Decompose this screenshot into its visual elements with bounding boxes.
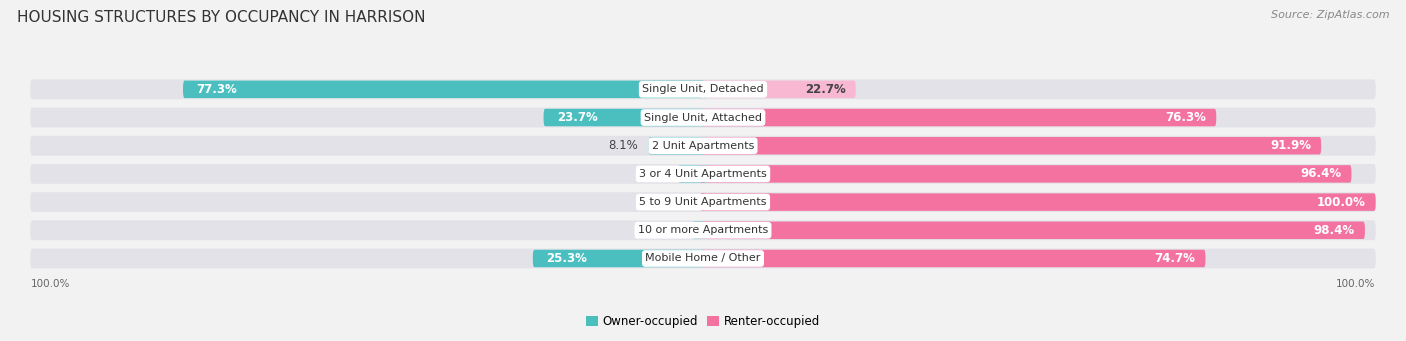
FancyBboxPatch shape	[648, 137, 704, 154]
Text: 1.6%: 1.6%	[652, 224, 682, 237]
Bar	[703, 80, 706, 98]
Bar	[702, 109, 703, 126]
FancyBboxPatch shape	[183, 80, 704, 98]
Bar	[703, 137, 706, 154]
FancyBboxPatch shape	[31, 249, 1375, 268]
Text: 98.4%: 98.4%	[1313, 224, 1355, 237]
Text: 76.3%: 76.3%	[1166, 111, 1206, 124]
FancyBboxPatch shape	[702, 137, 1322, 154]
Text: 25.3%: 25.3%	[547, 252, 588, 265]
FancyBboxPatch shape	[31, 220, 1375, 240]
Bar	[702, 250, 703, 267]
FancyBboxPatch shape	[31, 79, 1375, 99]
FancyBboxPatch shape	[702, 250, 1205, 267]
Text: 10 or more Apartments: 10 or more Apartments	[638, 225, 768, 235]
Text: 5 to 9 Unit Apartments: 5 to 9 Unit Apartments	[640, 197, 766, 207]
Text: 8.1%: 8.1%	[609, 139, 638, 152]
Text: HOUSING STRUCTURES BY OCCUPANCY IN HARRISON: HOUSING STRUCTURES BY OCCUPANCY IN HARRI…	[17, 10, 426, 25]
Bar	[702, 80, 703, 98]
Text: 3 or 4 Unit Apartments: 3 or 4 Unit Apartments	[640, 169, 766, 179]
Bar	[702, 222, 703, 239]
FancyBboxPatch shape	[544, 109, 704, 126]
Bar	[702, 137, 703, 154]
Legend: Owner-occupied, Renter-occupied: Owner-occupied, Renter-occupied	[581, 310, 825, 333]
Text: 22.7%: 22.7%	[804, 83, 845, 96]
FancyBboxPatch shape	[678, 165, 704, 183]
Text: 96.4%: 96.4%	[1301, 167, 1341, 180]
FancyBboxPatch shape	[702, 80, 856, 98]
Bar	[703, 250, 706, 267]
Text: 0.0%: 0.0%	[664, 196, 693, 209]
Text: 100.0%: 100.0%	[1336, 279, 1375, 289]
Bar	[703, 165, 706, 183]
FancyBboxPatch shape	[31, 136, 1375, 155]
FancyBboxPatch shape	[702, 165, 1351, 183]
FancyBboxPatch shape	[31, 108, 1375, 128]
FancyBboxPatch shape	[702, 109, 1216, 126]
Bar	[703, 109, 706, 126]
Text: 2 Unit Apartments: 2 Unit Apartments	[652, 141, 754, 151]
Text: 91.9%: 91.9%	[1270, 139, 1312, 152]
FancyBboxPatch shape	[702, 222, 1365, 239]
Text: 3.7%: 3.7%	[638, 167, 668, 180]
Bar	[702, 193, 703, 211]
FancyBboxPatch shape	[702, 193, 1375, 211]
Text: Mobile Home / Other: Mobile Home / Other	[645, 253, 761, 264]
FancyBboxPatch shape	[692, 222, 704, 239]
Bar	[702, 165, 703, 183]
FancyBboxPatch shape	[533, 250, 704, 267]
Text: 100.0%: 100.0%	[1316, 196, 1365, 209]
Text: 77.3%: 77.3%	[197, 83, 238, 96]
Text: Source: ZipAtlas.com: Source: ZipAtlas.com	[1271, 10, 1389, 20]
Text: 100.0%: 100.0%	[31, 279, 70, 289]
Text: Single Unit, Attached: Single Unit, Attached	[644, 113, 762, 122]
Text: 23.7%: 23.7%	[557, 111, 598, 124]
FancyBboxPatch shape	[31, 192, 1375, 212]
Text: Single Unit, Detached: Single Unit, Detached	[643, 84, 763, 94]
FancyBboxPatch shape	[31, 164, 1375, 184]
Bar	[703, 222, 706, 239]
Text: 74.7%: 74.7%	[1154, 252, 1195, 265]
